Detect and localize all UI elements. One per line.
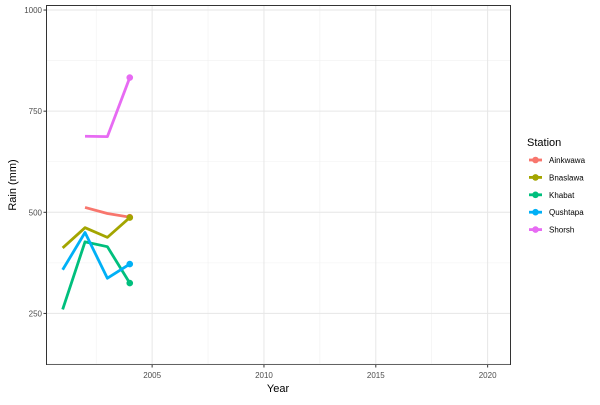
series-line-bnaslawa <box>61 216 131 249</box>
legend-label-ainkwawa: Ainkwawa <box>549 156 586 165</box>
x-tick-label: 2005 <box>143 371 161 380</box>
x-tick-label: 2015 <box>367 371 385 380</box>
legend-key-point <box>532 191 539 199</box>
legend-label-khabat: Khabat <box>549 191 575 200</box>
legend-key-point <box>532 156 539 164</box>
series-line-shorsh <box>84 77 132 139</box>
legend-title: Station <box>527 137 561 149</box>
series-line-ainkwawa <box>84 206 130 219</box>
series-end-point-qushtapa <box>126 260 134 268</box>
x-axis-title: Year <box>267 383 290 395</box>
x-tick-label: 2010 <box>255 371 273 380</box>
series-end-point-khabat <box>126 279 134 287</box>
legend: Station Ainkwawa Bnaslawa Khabat Qushtapa Sh… <box>527 137 586 235</box>
legend-key-point <box>532 174 539 181</box>
x-axis-ticks: 2005 2010 2015 2020 <box>143 364 497 380</box>
x-tick-label: 2020 <box>479 371 497 380</box>
legend-label-bnaslawa: Bnaslawa <box>549 173 584 182</box>
y-tick-label: 250 <box>29 309 43 318</box>
series-lines <box>61 74 134 310</box>
y-axis-ticks: 250 500 750 1000 <box>24 6 47 318</box>
grid-lines <box>47 6 510 365</box>
legend-label-qushtapa: Qushtapa <box>549 208 584 217</box>
series-end-point-bnaslawa <box>126 214 134 221</box>
series-end-point-shorsh <box>126 74 134 81</box>
legend-key-point <box>532 208 539 216</box>
plot-panel <box>46 5 511 365</box>
y-tick-label: 750 <box>29 107 43 116</box>
series-line-qushtapa <box>61 231 131 280</box>
y-axis-title: Rain (mm) <box>7 159 19 210</box>
y-tick-label: 500 <box>29 208 43 217</box>
series-line-khabat <box>61 240 131 310</box>
legend-key-point <box>532 226 539 233</box>
y-tick-label: 1000 <box>24 6 42 15</box>
legend-label-shorsh: Shorsh <box>549 226 574 235</box>
